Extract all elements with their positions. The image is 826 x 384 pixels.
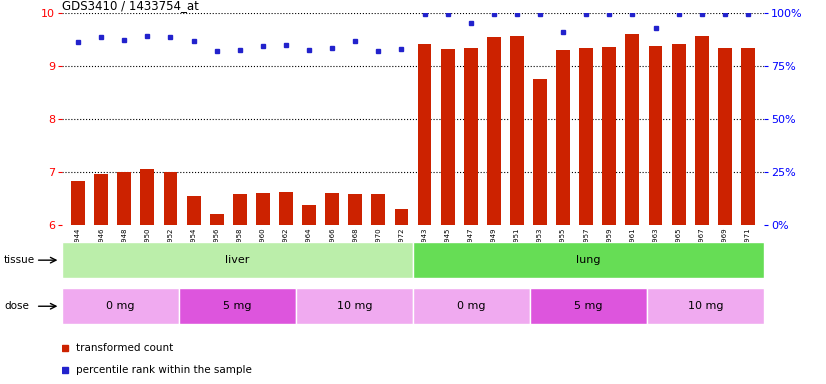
Bar	[233, 194, 247, 225]
Text: dose: dose	[4, 301, 29, 311]
Bar	[349, 194, 362, 225]
Text: 5 mg: 5 mg	[574, 301, 603, 311]
Bar	[579, 48, 593, 225]
Bar	[602, 47, 616, 225]
Bar	[187, 195, 201, 225]
Bar	[372, 194, 385, 225]
Bar	[718, 48, 732, 225]
Bar	[418, 44, 431, 225]
Bar	[647, 288, 764, 324]
Text: transformed count: transformed count	[76, 343, 173, 354]
Text: percentile rank within the sample: percentile rank within the sample	[76, 364, 252, 375]
Text: liver: liver	[225, 255, 249, 265]
Bar	[510, 36, 524, 225]
Bar	[140, 169, 154, 225]
Bar	[71, 181, 85, 225]
Text: tissue: tissue	[4, 255, 36, 265]
Bar	[441, 49, 454, 225]
Bar	[556, 50, 570, 225]
Text: 10 mg: 10 mg	[688, 301, 724, 311]
Bar	[210, 214, 224, 225]
Bar	[62, 242, 413, 278]
Text: lung: lung	[577, 255, 601, 265]
Text: GDS3410 / 1433754_at: GDS3410 / 1433754_at	[62, 0, 199, 12]
Bar	[325, 193, 339, 225]
Bar	[741, 48, 755, 225]
Bar	[672, 44, 686, 225]
Bar	[530, 288, 647, 324]
Text: 0 mg: 0 mg	[107, 301, 135, 311]
Bar	[279, 192, 293, 225]
Bar	[533, 79, 547, 225]
Bar	[94, 174, 108, 225]
Bar	[117, 172, 131, 225]
Bar	[179, 288, 296, 324]
Text: 5 mg: 5 mg	[223, 301, 252, 311]
Text: 10 mg: 10 mg	[337, 301, 373, 311]
Bar	[395, 209, 408, 225]
Bar	[464, 48, 477, 225]
Bar	[164, 172, 178, 225]
Text: 0 mg: 0 mg	[458, 301, 486, 311]
Bar	[413, 288, 530, 324]
Bar	[625, 33, 639, 225]
Bar	[695, 36, 709, 225]
Bar	[648, 46, 662, 225]
Bar	[487, 37, 501, 225]
Bar	[296, 288, 413, 324]
Bar	[256, 193, 270, 225]
Bar	[62, 288, 179, 324]
Bar	[302, 205, 316, 225]
Bar	[413, 242, 764, 278]
